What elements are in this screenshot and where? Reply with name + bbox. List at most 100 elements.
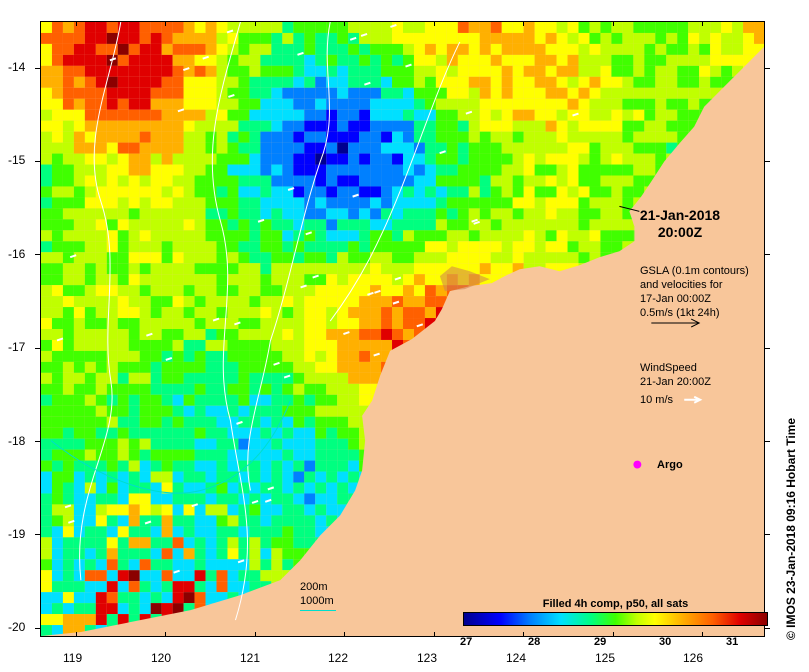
gsla-legend-line: and velocities for — [640, 279, 723, 291]
x-tick-label: 121 — [240, 651, 261, 665]
time-label: 20:00Z — [657, 224, 703, 240]
wind-arrow — [264, 498, 272, 503]
wind-arrow — [392, 300, 400, 305]
wind-arrow — [287, 187, 295, 191]
argo-float-marker — [633, 460, 642, 469]
wind-arrow — [173, 569, 180, 574]
y-tick-label: -19 — [8, 527, 26, 541]
y-tick-mark — [765, 254, 770, 256]
x-tick-mark — [433, 632, 435, 637]
y-tick-mark — [35, 254, 40, 256]
wind-arrow — [234, 321, 241, 326]
x-tick-mark — [523, 632, 525, 637]
wind-arrow — [312, 274, 319, 279]
x-tick-label: 119 — [63, 651, 83, 665]
y-tick-mark — [35, 534, 40, 536]
wind-arrow — [267, 486, 275, 491]
depth-1000m-contour — [50, 400, 291, 494]
x-tick-mark — [612, 21, 614, 26]
wind-arrow — [300, 284, 307, 289]
wind-arrow — [439, 150, 446, 155]
colorbar-tick-label: 30 — [659, 636, 672, 648]
wind-arrow — [257, 218, 265, 223]
wind-arrow — [226, 29, 234, 34]
y-tick-mark — [35, 347, 40, 349]
wind-arrow — [471, 218, 478, 223]
x-tick-mark — [612, 632, 614, 637]
wind-arrow — [202, 55, 209, 60]
y-tick-mark — [35, 441, 40, 442]
wind-arrow — [68, 519, 75, 524]
x-tick-label: 126 — [683, 651, 704, 665]
y-tick-label: -20 — [8, 620, 26, 634]
wind-arrow — [251, 500, 259, 504]
x-tick-label: 124 — [506, 651, 527, 665]
wind-arrow — [349, 36, 357, 41]
x-tick-mark — [75, 632, 77, 637]
x-tick-mark — [165, 632, 167, 637]
x-tick-mark — [254, 632, 256, 637]
gsla-legend-line: 0.5m/s (1kt 24h) — [640, 307, 720, 319]
y-tick-mark — [765, 161, 770, 162]
x-tick-mark — [702, 21, 704, 26]
x-tick-mark — [254, 21, 256, 26]
x-tick-label: 122 — [328, 651, 349, 665]
wind-legend-line: WindSpeed — [640, 362, 697, 374]
colorbar-tick-label: 28 — [528, 636, 541, 648]
wind-arrow — [305, 231, 313, 236]
x-tick-label: 120 — [151, 651, 172, 665]
coastal-warm-strip — [439, 266, 490, 292]
wind-legend-line: 21-Jan 20:00Z — [640, 376, 711, 388]
x-tick-mark — [433, 21, 435, 26]
x-tick-mark — [344, 632, 346, 637]
x-tick-mark — [523, 21, 525, 26]
credit-text: © IMOS 23-Jan-2018 09:16 Hobart Time — [784, 417, 798, 640]
y-tick-mark — [35, 161, 40, 162]
wind-arrow — [283, 374, 291, 379]
colorbar-title: Filled 4h comp, p50, all sats — [542, 598, 689, 610]
y-tick-mark — [35, 627, 40, 629]
wind-arrow — [237, 559, 245, 564]
contour-line — [211, 22, 248, 621]
wind-arrow — [364, 81, 371, 86]
y-tick-label: -14 — [8, 60, 26, 74]
y-tick-label: -18 — [8, 434, 26, 448]
y-tick-mark — [765, 67, 770, 69]
contour-line — [247, 22, 331, 491]
x-tick-mark — [702, 632, 704, 637]
x-tick-mark — [75, 21, 77, 26]
colorbar — [463, 612, 768, 626]
wind-arrow — [56, 337, 64, 342]
x-tick-label: 125 — [595, 651, 616, 665]
wind-arrow — [165, 357, 173, 361]
contour-line — [79, 22, 122, 581]
sst-map-frame — [40, 21, 765, 637]
wind-legend-arrow — [684, 395, 703, 404]
x-tick-mark — [344, 21, 346, 26]
sst-map — [41, 22, 764, 636]
land-mass — [41, 22, 764, 636]
wind-arrow — [64, 504, 72, 509]
gsla-legend-line: 17-Jan 00:00Z — [640, 293, 711, 305]
wind-arrow — [343, 331, 350, 335]
date-leader-line — [619, 205, 640, 212]
y-tick-label: -17 — [8, 340, 26, 354]
gsla-legend-line: GSLA (0.1m contours) — [640, 265, 749, 277]
colorbar-tick-label: 31 — [726, 636, 739, 648]
wind-arrow — [367, 291, 374, 296]
y-tick-mark — [765, 627, 770, 629]
wind-legend-line: 10 m/s — [640, 394, 674, 406]
wind-arrow — [352, 193, 359, 198]
wind-arrow — [144, 520, 152, 525]
wind-arrow — [374, 289, 381, 294]
date-label: 21-Jan-2018 — [639, 207, 721, 223]
x-tick-mark — [165, 21, 167, 26]
y-tick-mark — [765, 347, 770, 349]
wind-arrow — [360, 33, 368, 37]
wind-arrow — [297, 51, 304, 56]
depth-1000m-label: 1000m — [300, 595, 334, 607]
wind-arrow — [182, 67, 190, 72]
colorbar-tick-label: 29 — [594, 636, 607, 648]
wind-arrow — [473, 220, 480, 225]
y-tick-mark — [35, 67, 40, 69]
